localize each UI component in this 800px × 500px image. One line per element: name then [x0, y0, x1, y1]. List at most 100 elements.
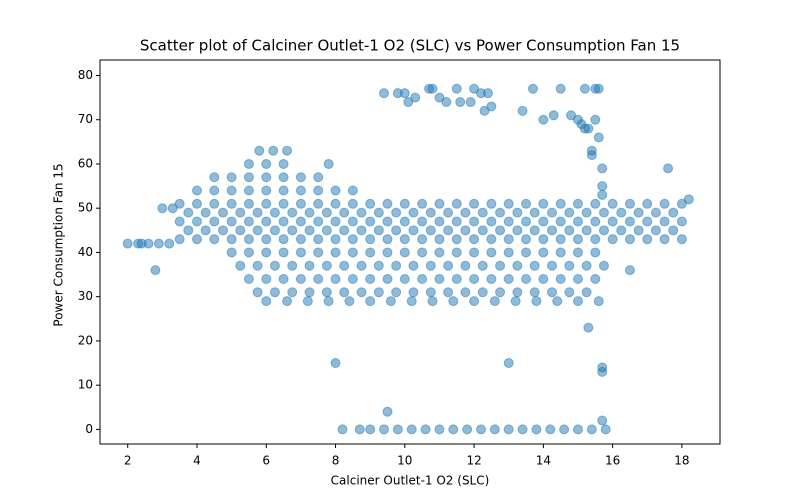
point	[373, 287, 384, 298]
point	[321, 207, 332, 218]
point	[356, 207, 367, 218]
point	[153, 238, 164, 249]
point	[287, 287, 298, 298]
point	[503, 247, 514, 258]
point	[261, 198, 272, 209]
point	[676, 198, 687, 209]
point	[451, 83, 462, 94]
point	[555, 247, 566, 258]
point	[676, 234, 687, 245]
point	[261, 296, 272, 307]
point	[572, 273, 583, 284]
point	[531, 296, 542, 307]
point	[460, 287, 471, 298]
point	[365, 216, 376, 227]
point	[269, 260, 280, 271]
point	[347, 234, 358, 245]
point	[321, 287, 332, 298]
point	[379, 424, 390, 435]
point	[302, 296, 313, 307]
point	[410, 92, 421, 103]
point	[282, 145, 293, 156]
point	[269, 287, 280, 298]
point	[174, 198, 185, 209]
point	[427, 83, 438, 94]
point	[469, 273, 480, 284]
point	[295, 234, 306, 245]
point	[330, 216, 341, 227]
x-tick-label: 4	[193, 454, 201, 468]
point	[564, 287, 575, 298]
point	[313, 234, 324, 245]
point	[157, 203, 168, 214]
point	[243, 185, 254, 196]
point	[321, 260, 332, 271]
point	[659, 234, 670, 245]
point	[183, 225, 194, 236]
point	[581, 225, 592, 236]
point	[408, 260, 419, 271]
point	[373, 225, 384, 236]
point	[287, 260, 298, 271]
point	[590, 83, 601, 94]
point	[243, 234, 254, 245]
point	[451, 216, 462, 227]
point	[295, 273, 306, 284]
point	[365, 198, 376, 209]
point	[254, 145, 265, 156]
point	[521, 234, 532, 245]
point	[235, 260, 246, 271]
x-tick-label: 2	[124, 454, 132, 468]
point	[278, 273, 289, 284]
point	[391, 225, 402, 236]
point	[597, 366, 608, 377]
point	[122, 238, 133, 249]
point	[261, 172, 272, 183]
point	[598, 207, 609, 218]
point	[489, 296, 500, 307]
point	[174, 216, 185, 227]
point	[399, 216, 410, 227]
point	[451, 198, 462, 209]
point	[391, 207, 402, 218]
point	[460, 225, 471, 236]
point	[512, 207, 523, 218]
point	[191, 185, 202, 196]
x-tick-label: 6	[262, 454, 270, 468]
point	[552, 296, 563, 307]
point	[547, 287, 558, 298]
point	[529, 225, 540, 236]
point	[261, 273, 272, 284]
point	[531, 424, 542, 435]
point	[650, 207, 661, 218]
point	[668, 225, 679, 236]
point	[209, 198, 220, 209]
point	[391, 260, 402, 271]
y-tick-label: 50	[78, 201, 93, 215]
points	[122, 83, 694, 435]
point	[624, 216, 635, 227]
point	[590, 247, 601, 258]
point	[593, 132, 604, 143]
point	[659, 198, 670, 209]
point	[323, 158, 334, 169]
point	[330, 185, 341, 196]
point	[555, 198, 566, 209]
point	[477, 225, 488, 236]
point	[486, 273, 497, 284]
point	[243, 158, 254, 169]
point	[521, 247, 532, 258]
point	[451, 247, 462, 258]
point	[555, 216, 566, 227]
point	[586, 150, 597, 161]
point	[330, 234, 341, 245]
point	[566, 110, 577, 121]
point	[512, 260, 523, 271]
point	[235, 225, 246, 236]
point	[521, 273, 532, 284]
point	[399, 273, 410, 284]
point	[642, 234, 653, 245]
point	[356, 225, 367, 236]
